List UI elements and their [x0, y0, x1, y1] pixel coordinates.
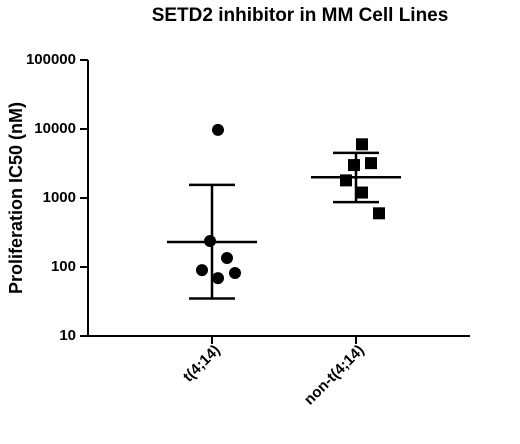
point: [229, 266, 241, 279]
y-axis-label: Proliferation IC50 (nM): [6, 102, 26, 294]
point: [212, 272, 224, 285]
y-tick-label: 1000: [43, 189, 76, 206]
y-tick-label: 10: [59, 327, 76, 344]
point: [373, 207, 385, 220]
y-tick-label: 100000: [26, 51, 76, 68]
x-tick-label: t(4;14): [180, 342, 224, 386]
y-tick-label: 10000: [34, 120, 76, 137]
point: [365, 157, 377, 170]
point: [221, 252, 233, 265]
point: [356, 186, 368, 199]
point: [356, 138, 368, 151]
point: [196, 264, 208, 277]
point: [212, 123, 224, 136]
y-tick-label: 100: [51, 258, 76, 275]
point: [348, 159, 360, 172]
x-tick-label: non-t(4;14): [301, 342, 368, 409]
chart-title: SETD2 inhibitor in MM Cell Lines: [152, 5, 449, 26]
